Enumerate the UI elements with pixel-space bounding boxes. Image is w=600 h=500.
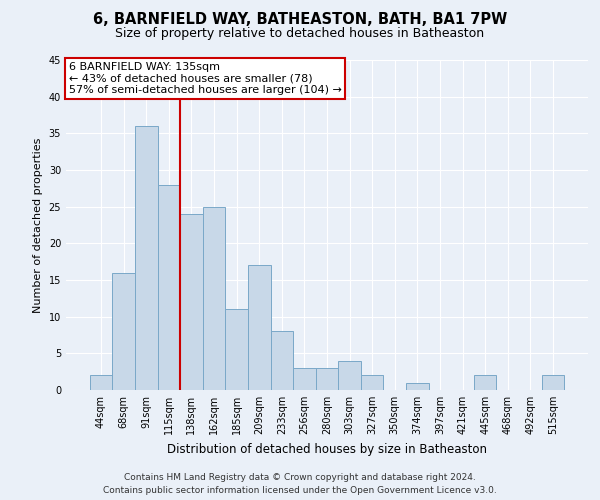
Bar: [542, 376, 564, 390]
Text: Contains HM Land Registry data © Crown copyright and database right 2024.
Contai: Contains HM Land Registry data © Crown c…: [103, 474, 497, 495]
Bar: [293, 368, 316, 390]
Bar: [226, 310, 248, 390]
Bar: [203, 206, 226, 390]
Bar: [135, 126, 158, 390]
X-axis label: Distribution of detached houses by size in Batheaston: Distribution of detached houses by size …: [167, 442, 487, 456]
Text: Size of property relative to detached houses in Batheaston: Size of property relative to detached ho…: [115, 28, 485, 40]
Bar: [316, 368, 338, 390]
Bar: [361, 376, 383, 390]
Bar: [90, 376, 112, 390]
Y-axis label: Number of detached properties: Number of detached properties: [33, 138, 43, 312]
Bar: [248, 266, 271, 390]
Text: 6 BARNFIELD WAY: 135sqm
← 43% of detached houses are smaller (78)
57% of semi-de: 6 BARNFIELD WAY: 135sqm ← 43% of detache…: [68, 62, 341, 95]
Bar: [338, 360, 361, 390]
Bar: [474, 376, 496, 390]
Bar: [271, 332, 293, 390]
Bar: [112, 272, 135, 390]
Bar: [158, 184, 180, 390]
Bar: [180, 214, 203, 390]
Bar: [406, 382, 428, 390]
Text: 6, BARNFIELD WAY, BATHEASTON, BATH, BA1 7PW: 6, BARNFIELD WAY, BATHEASTON, BATH, BA1 …: [93, 12, 507, 28]
